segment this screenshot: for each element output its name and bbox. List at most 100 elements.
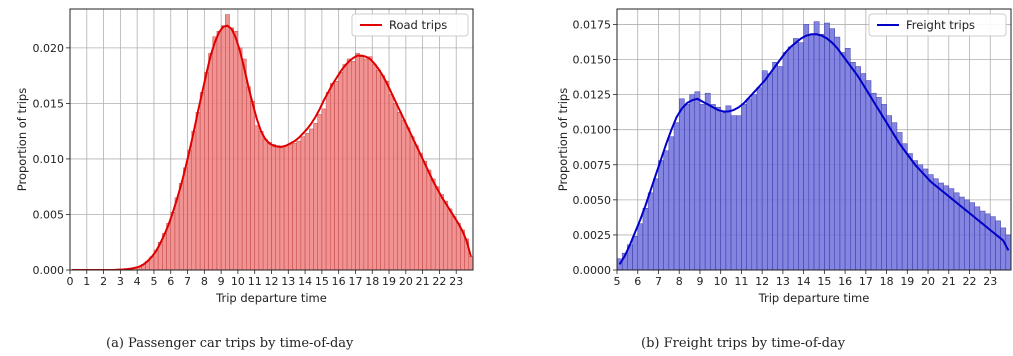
histogram-bar: [881, 104, 887, 270]
y-tick-label: 0.0050: [573, 194, 612, 207]
histogram-bar: [338, 72, 344, 270]
histogram-bar: [237, 47, 243, 270]
x-tick-label: 7: [184, 275, 191, 288]
histogram-bar: [922, 168, 929, 270]
histogram-bar: [455, 223, 461, 270]
histogram-bar: [351, 60, 356, 270]
chart-road-trips: 0 1 2 3 4 5 6 7 8 9 10 11 12 13 14 15 16 17 18 19 20 21 22 230.…: [15, 8, 474, 305]
x-tick-label: 6: [167, 275, 174, 288]
y-tick-label: 0.020: [33, 42, 65, 55]
histogram-bar: [300, 136, 306, 270]
x-tick-label: 22: [963, 275, 977, 288]
histogram-bar: [689, 94, 696, 270]
histogram-bar: [860, 73, 867, 270]
legend: Road trips: [351, 13, 469, 37]
histogram-bar: [191, 130, 197, 270]
histogram-bar: [275, 145, 281, 270]
x-tick-label: 11: [734, 275, 748, 288]
histogram-bar: [699, 104, 706, 270]
histogram-bar: [447, 208, 453, 270]
histogram-bar: [653, 178, 659, 270]
x-tick-label: 17: [859, 275, 873, 288]
x-tick-label: 13: [281, 275, 295, 288]
histogram-bar: [208, 53, 213, 270]
histogram-bar: [233, 30, 239, 270]
histogram-bar: [212, 36, 218, 270]
y-tick-label: 0.0125: [573, 89, 612, 102]
x-tick-label: 13: [776, 275, 790, 288]
y-axis: 0.000 0.005 0.010 0.015 0.020: [33, 42, 70, 277]
caption-freight-trips: (b) Freight trips by time-of-day: [641, 336, 846, 351]
histogram-bar: [782, 52, 789, 270]
histogram-bar: [668, 136, 675, 270]
histogram-bar: [984, 213, 991, 270]
histogram-bar: [798, 42, 804, 270]
histogram-bar: [288, 144, 293, 270]
x-tick-label: 8: [676, 275, 683, 288]
histogram-bar: [751, 94, 758, 270]
histogram-bar: [720, 112, 727, 270]
x-tick-label: 0: [67, 275, 74, 288]
histogram-bar: [673, 122, 680, 270]
histogram-bar: [422, 160, 428, 270]
x-tick-label: 10: [714, 275, 728, 288]
histogram-bar: [834, 36, 841, 270]
histogram-bar: [204, 72, 209, 270]
histogram-bar: [380, 75, 386, 270]
histogram-bar: [367, 56, 373, 270]
histogram-bar: [886, 115, 893, 270]
histogram-bar: [844, 48, 851, 270]
histogram-bar: [313, 123, 318, 270]
bars: [617, 21, 1011, 270]
histogram-bar: [704, 92, 711, 270]
histogram-bar: [296, 140, 302, 270]
histogram-bar: [839, 52, 846, 270]
histogram-bar: [658, 160, 664, 270]
caption-road-trips: (a) Passenger car trips by time-of-day: [106, 336, 354, 351]
histogram-bar: [246, 86, 251, 270]
histogram-bar: [943, 185, 950, 270]
histogram-bar: [684, 104, 690, 270]
x-tick-label: 20: [399, 275, 413, 288]
histogram-bar: [803, 24, 810, 270]
histogram-bar: [292, 143, 297, 270]
histogram-bar: [258, 130, 264, 270]
histogram-bar: [772, 62, 778, 270]
histogram-bar: [409, 136, 415, 270]
histogram-bar: [850, 62, 856, 270]
x-tick-label: 23: [449, 275, 463, 288]
histogram-bar: [216, 30, 222, 270]
x-tick-label: 21: [942, 275, 956, 288]
y-axis-label: Proportion of trips: [15, 88, 29, 191]
histogram-bar: [995, 220, 1001, 270]
histogram-bar: [254, 125, 260, 270]
x-tick-label: 23: [983, 275, 997, 288]
x-tick-label: 12: [265, 275, 279, 288]
histogram-bar: [178, 183, 184, 270]
x-tick-label: 16: [838, 275, 852, 288]
histogram-bar: [262, 138, 268, 270]
histogram-bar: [767, 73, 773, 270]
histogram-bar: [309, 128, 314, 270]
y-tick-label: 0.0000: [573, 264, 612, 277]
histogram-bar: [974, 206, 981, 270]
histogram-bar: [170, 211, 176, 270]
histogram-bar: [813, 21, 820, 270]
chart-freight-trips: 5 6 7 8 9 10 11 12 13 14 15 16 17 18 19 20 21 22 230.00000…: [556, 8, 1012, 305]
histogram-bar: [413, 145, 419, 270]
histogram-bar: [663, 150, 670, 270]
histogram-bar: [426, 169, 432, 270]
x-tick-label: 9: [696, 275, 703, 288]
histogram-bar: [891, 122, 898, 270]
histogram-bar: [225, 14, 230, 270]
y-tick-label: 0.0075: [573, 159, 612, 172]
x-tick-label: 16: [332, 275, 346, 288]
y-tick-label: 0.0175: [573, 18, 612, 31]
histogram-bar: [334, 80, 339, 270]
x-axis-label: Trip departure time: [758, 291, 870, 305]
histogram-bar: [678, 98, 685, 270]
histogram-bar: [418, 153, 423, 270]
histogram-bar: [746, 98, 753, 270]
x-tick-label: 15: [315, 275, 329, 288]
